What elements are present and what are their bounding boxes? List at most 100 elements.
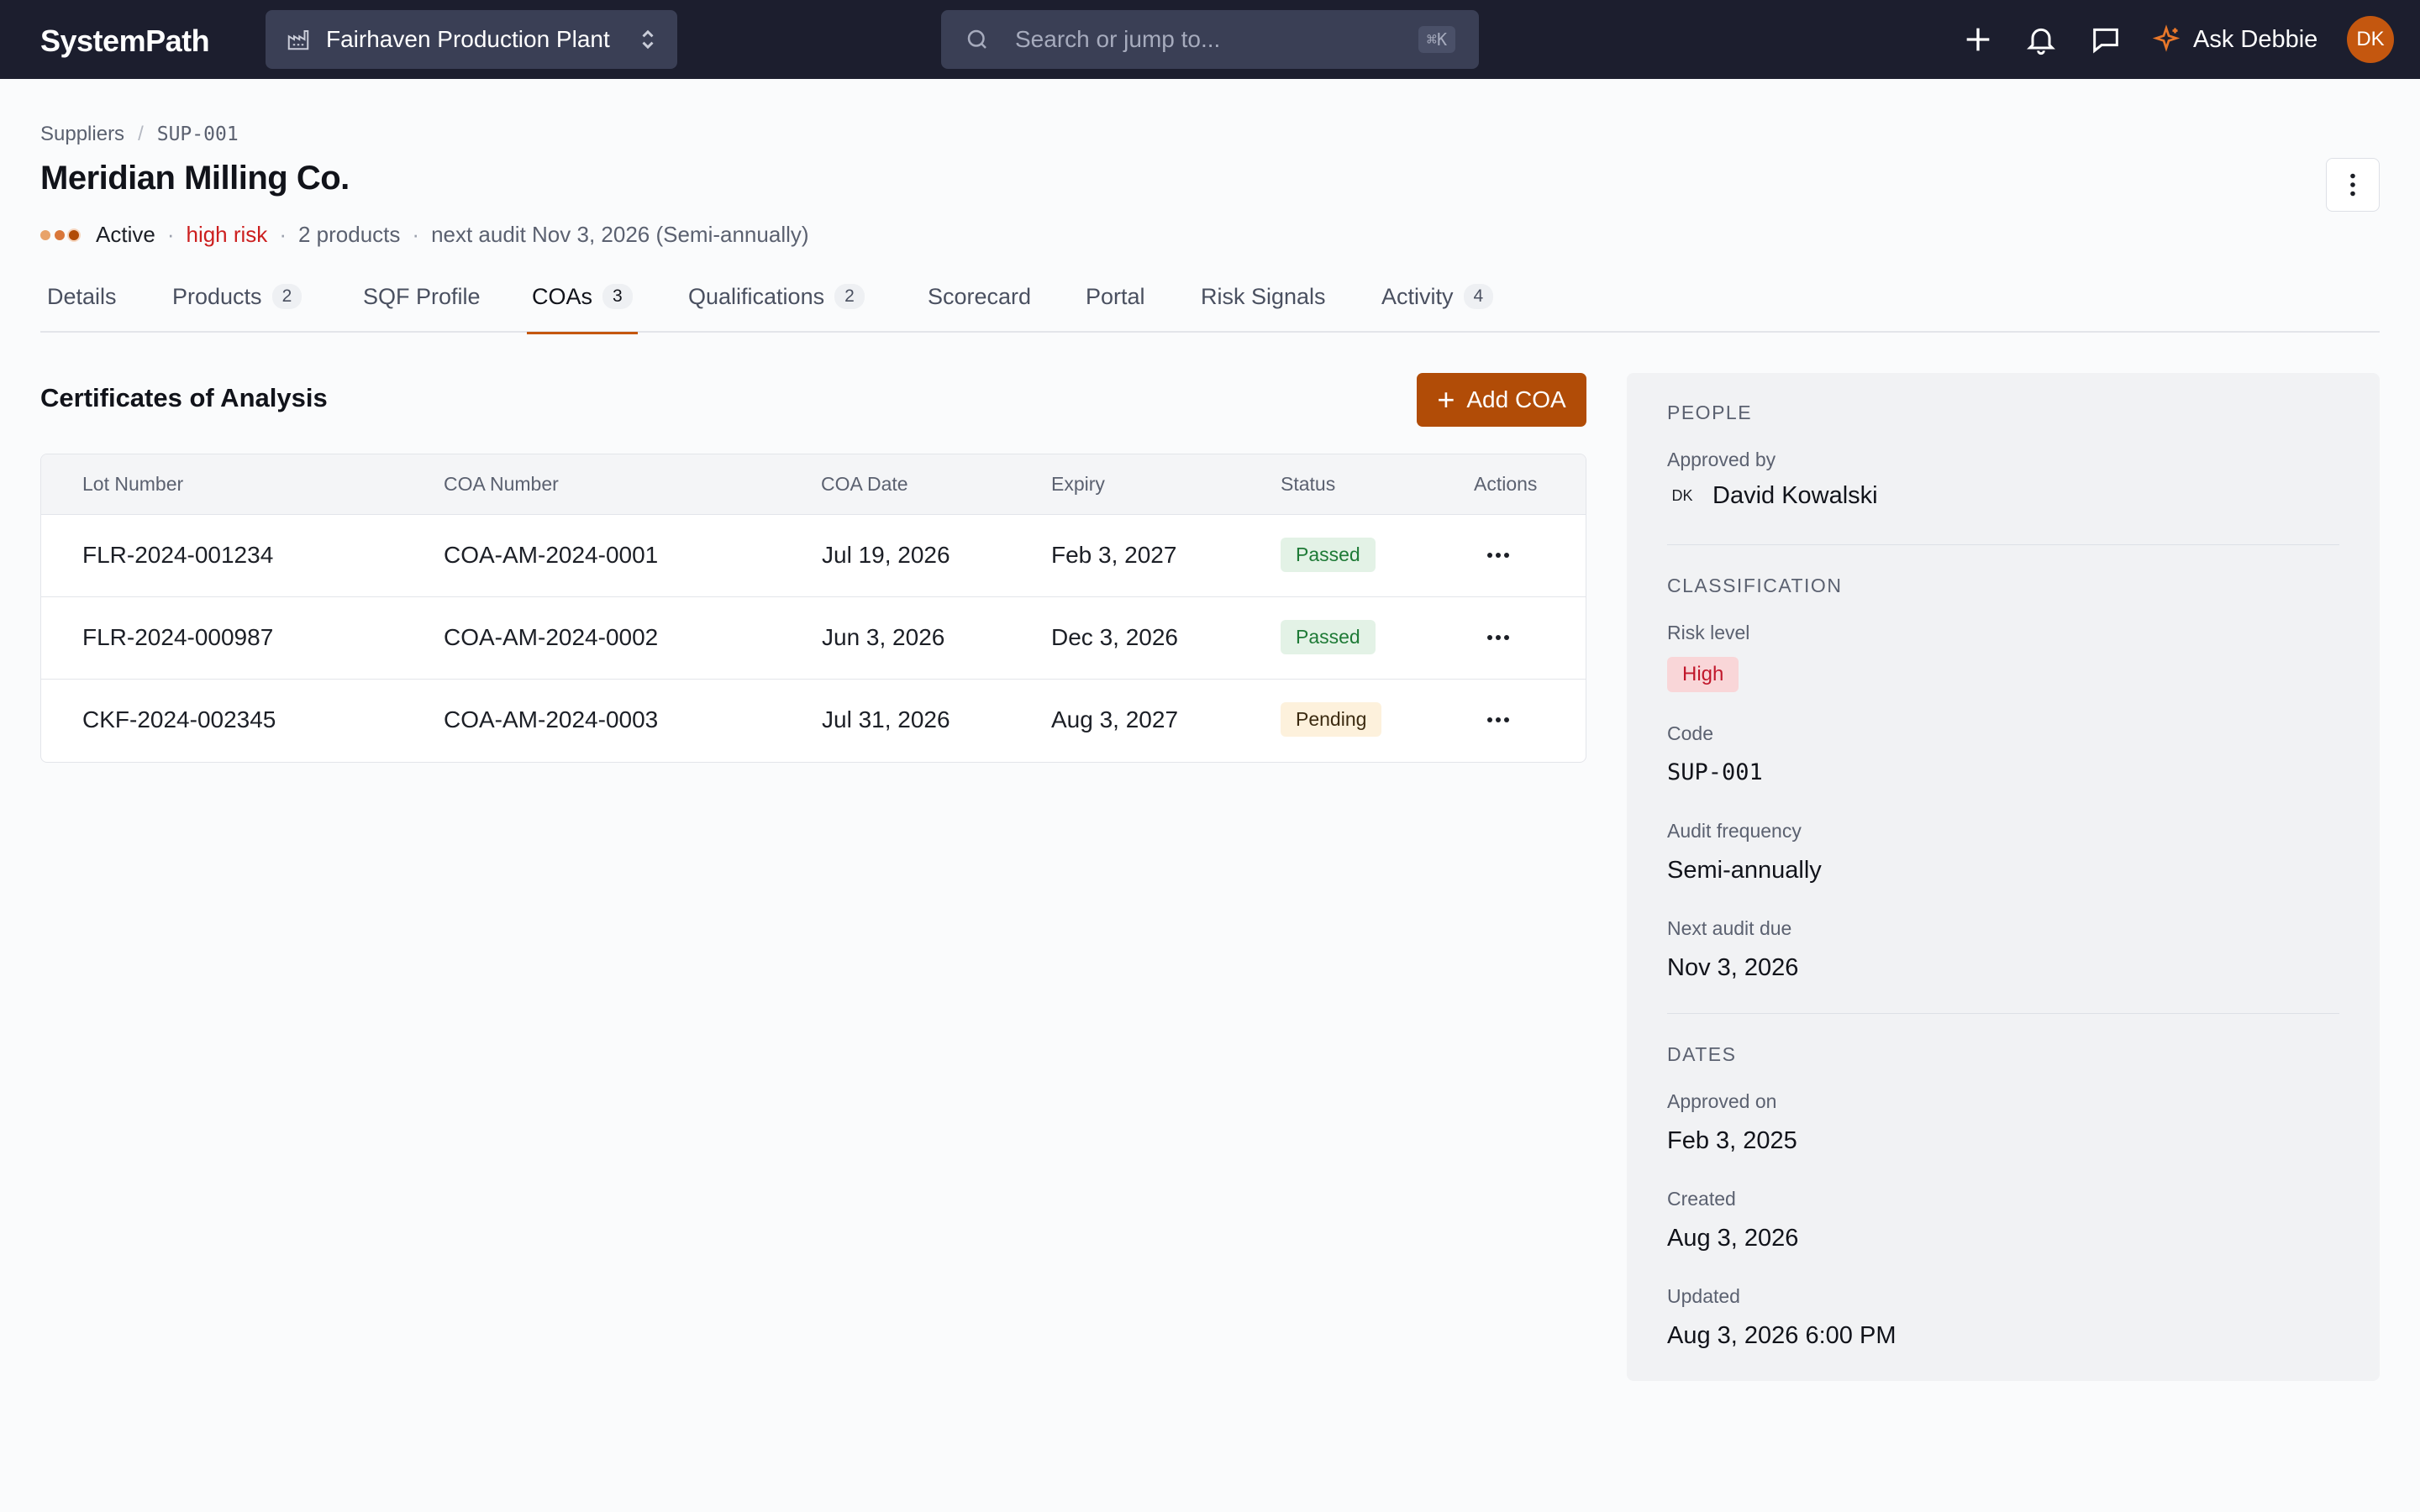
tab-coas[interactable]: COAs 3 — [527, 277, 638, 334]
row-actions-button[interactable] — [1481, 705, 1515, 735]
next-audit-value: Nov 3, 2026 — [1667, 954, 1799, 981]
sparkle-icon — [2152, 24, 2181, 52]
plant-name: Fairhaven Production Plant — [326, 26, 610, 52]
brand-logo[interactable]: SystemPath — [40, 24, 210, 58]
risk-level-badge: High — [1667, 657, 1739, 692]
details-side-panel: PEOPLE Approved by DK David Kowalski CLA… — [1627, 373, 2380, 1381]
more-options-button[interactable] — [2326, 158, 2380, 212]
search-placeholder: Search or jump to... — [1015, 26, 1221, 52]
risk-text: high risk — [186, 222, 268, 247]
expiry-date: Aug 3, 2027 — [1051, 706, 1179, 732]
dates-heading: DATES — [1667, 1043, 1737, 1065]
approved-on-value: Feb 3, 2025 — [1667, 1127, 1797, 1154]
tab-label: Scorecard — [928, 284, 1032, 309]
people-heading: PEOPLE — [1667, 402, 1753, 423]
risk-dots-icon — [40, 229, 79, 240]
lot-number: CKF-2024-002345 — [82, 706, 276, 732]
created-value: Aug 3, 2026 — [1667, 1225, 1799, 1252]
audit-frequency-label: Audit frequency — [1667, 820, 1802, 842]
tab-label: SQF Profile — [363, 284, 481, 309]
updated-label: Updated — [1667, 1285, 1740, 1307]
classification-heading: CLASSIFICATION — [1667, 575, 1843, 596]
created-label: Created — [1667, 1188, 1736, 1210]
status-badge: Passed — [1281, 620, 1376, 654]
divider — [1667, 1013, 2339, 1014]
user-avatar[interactable]: DK — [2347, 16, 2394, 63]
next-audit-text: next audit Nov 3, 2026 (Semi-annually) — [431, 222, 809, 247]
products-count-text: 2 products — [297, 222, 401, 247]
tab-label: Portal — [1086, 284, 1145, 309]
code-label: Code — [1667, 722, 1713, 744]
tab-bar: Details Products 2 SQF Profile COAs 3 Qu… — [40, 277, 2380, 334]
tab-activity[interactable]: Activity 4 — [1381, 277, 1494, 333]
section-title: Certificates of Analysis — [40, 383, 328, 412]
plant-switcher[interactable]: Fairhaven Production Plant — [266, 10, 677, 69]
table-row[interactable]: FLR-2024-001234 COA-AM-2024-0001 Jul 19,… — [41, 515, 1586, 597]
coa-number: COA-AM-2024-0001 — [444, 542, 659, 568]
tab-details[interactable]: Details — [47, 277, 117, 333]
tab-scorecard[interactable]: Scorecard — [928, 277, 1031, 333]
updated-value: Aug 3, 2026 6:00 PM — [1667, 1322, 1897, 1349]
coa-date: Jul 19, 2026 — [822, 542, 950, 568]
tab-products[interactable]: Products 2 — [172, 277, 302, 333]
add-coa-button[interactable]: + Add COA — [1417, 373, 1586, 427]
column-header-lot[interactable]: Lot Number — [82, 473, 184, 495]
column-header-expiry[interactable]: Expiry — [1051, 473, 1105, 495]
tab-qualifications[interactable]: Qualifications 2 — [688, 277, 865, 333]
bell-icon[interactable] — [2024, 23, 2058, 56]
tab-portal[interactable]: Portal — [1086, 277, 1145, 333]
approver-avatar: DK — [1671, 487, 1693, 504]
tab-label: COAs — [532, 284, 593, 309]
meta-separator: · — [412, 222, 420, 247]
column-header-coa-date[interactable]: COA Date — [821, 473, 908, 495]
page-title: Meridian Milling Co. — [40, 160, 350, 197]
search-icon — [967, 29, 986, 49]
tab-label: Activity — [1381, 284, 1454, 309]
tab-label: Qualifications — [688, 284, 825, 309]
meta-separator: · — [279, 222, 287, 247]
next-audit-label: Next audit due — [1667, 917, 1792, 939]
breadcrumb-current: SUP-001 — [156, 123, 239, 145]
table-row[interactable]: FLR-2024-000987 COA-AM-2024-0002 Jun 3, … — [41, 597, 1586, 680]
expiry-date: Feb 3, 2027 — [1051, 542, 1177, 568]
breadcrumb-suppliers[interactable]: Suppliers — [40, 123, 125, 145]
search-input[interactable]: Search or jump to... ⌘K — [941, 10, 1479, 69]
status-text: Active — [96, 222, 155, 247]
tab-count: 3 — [602, 284, 633, 309]
coa-number: COA-AM-2024-0002 — [444, 624, 659, 650]
divider — [1667, 544, 2339, 545]
table-row[interactable]: CKF-2024-002345 COA-AM-2024-0003 Jul 31,… — [41, 680, 1586, 762]
row-actions-button[interactable] — [1481, 540, 1515, 570]
breadcrumb: Suppliers / SUP-001 — [40, 123, 239, 146]
table-header: Lot Number COA Number COA Date Expiry St… — [41, 454, 1586, 515]
tab-sqf-profile[interactable]: SQF Profile — [363, 277, 481, 333]
chat-icon[interactable] — [2089, 23, 2123, 56]
column-header-status[interactable]: Status — [1281, 473, 1336, 495]
lot-number: FLR-2024-000987 — [82, 624, 274, 650]
lot-number: FLR-2024-001234 — [82, 542, 274, 568]
audit-frequency-value: Semi-annually — [1667, 857, 1822, 884]
row-actions-button[interactable] — [1481, 622, 1515, 653]
column-header-actions: Actions — [1474, 473, 1538, 495]
tab-label: Details — [47, 284, 117, 309]
ask-debbie-label: Ask Debbie — [2193, 25, 2318, 53]
tab-risk-signals[interactable]: Risk Signals — [1201, 277, 1326, 333]
chevron-up-down-icon — [642, 29, 654, 50]
status-badge: Passed — [1281, 538, 1376, 572]
plus-icon: + — [1437, 382, 1455, 417]
column-header-coa-number[interactable]: COA Number — [444, 473, 559, 495]
tab-label: Risk Signals — [1201, 284, 1326, 309]
plus-icon[interactable] — [1961, 23, 1995, 56]
approved-by-label: Approved by — [1667, 449, 1776, 470]
tab-label: Products — [172, 284, 262, 309]
code-value: SUP-001 — [1667, 759, 1763, 785]
add-coa-label: Add COA — [1466, 386, 1566, 412]
breadcrumb-separator: / — [138, 123, 144, 145]
approved-on-label: Approved on — [1667, 1090, 1777, 1112]
tab-count: 2 — [834, 284, 865, 309]
ask-debbie-button[interactable]: Ask Debbie — [2151, 17, 2317, 62]
coa-date: Jul 31, 2026 — [822, 706, 950, 732]
risk-level-label: Risk level — [1667, 622, 1750, 643]
vertical-dots-icon — [2350, 173, 2355, 197]
approver: DK David Kowalski — [1667, 482, 1877, 510]
